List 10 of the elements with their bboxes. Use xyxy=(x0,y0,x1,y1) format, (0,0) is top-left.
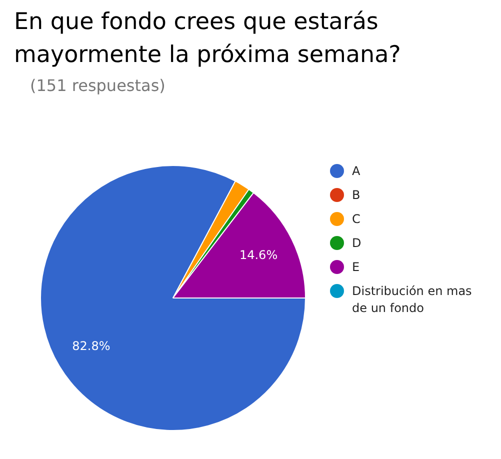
chart-subtitle: (151 respuestas) xyxy=(30,76,166,95)
legend-label: E xyxy=(352,259,360,276)
legend-label: Distribución en mas de un fondo xyxy=(352,283,473,317)
chart-title: En que fondo crees que estarás mayormente la próxima semana? xyxy=(14,8,402,70)
legend-label: D xyxy=(352,235,362,252)
legend-label: B xyxy=(352,187,360,204)
data-label: 14.6% xyxy=(239,248,278,262)
legend-label: A xyxy=(352,163,360,180)
legend-label: C xyxy=(352,211,360,228)
data-label: 82.8% xyxy=(72,339,110,354)
